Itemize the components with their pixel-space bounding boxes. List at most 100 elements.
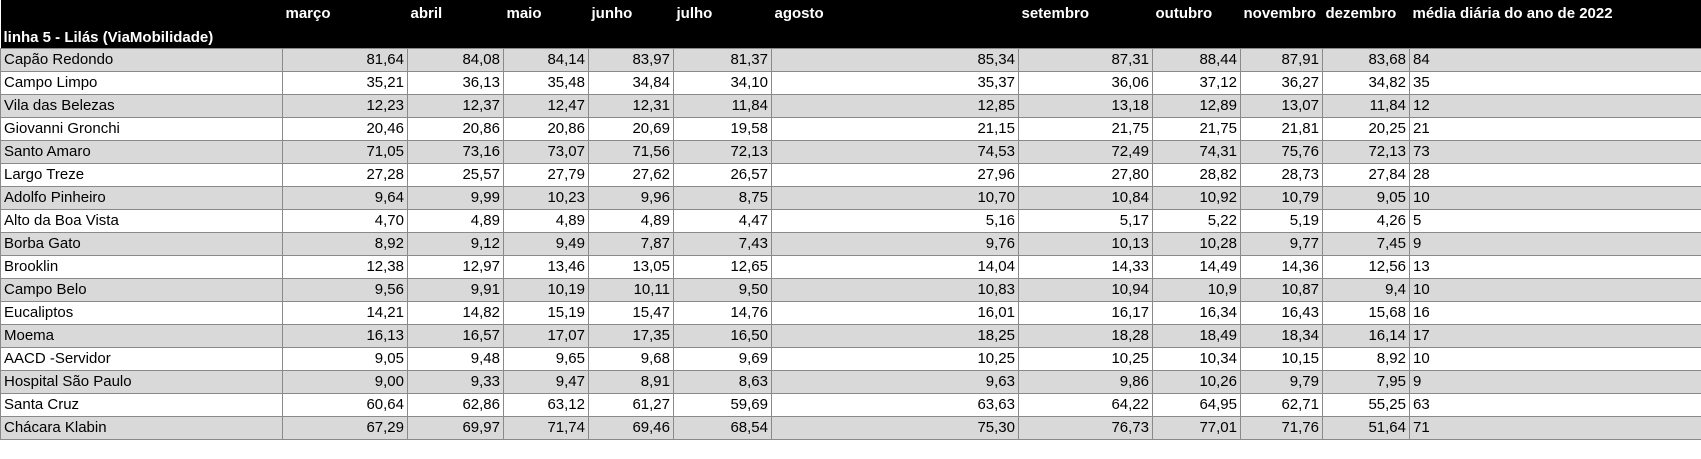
value-cell-abril[interactable]: 16,57 (407, 323, 504, 348)
value-cell-setembro[interactable]: 76,73 (1018, 415, 1153, 440)
value-cell-junho[interactable]: 10,11 (588, 277, 674, 302)
value-cell-outubro[interactable]: 88,44 (1152, 47, 1241, 72)
value-cell-dezembro[interactable]: 27,84 (1322, 162, 1410, 187)
value-cell-maio[interactable]: 15,19 (503, 300, 589, 325)
value-cell-abril[interactable]: 12,97 (407, 254, 504, 279)
value-cell-julho[interactable]: 81,37 (673, 47, 772, 72)
value-cell-novembro[interactable]: 5,19 (1240, 208, 1323, 233)
value-cell-outubro[interactable]: 5,22 (1152, 208, 1241, 233)
value-cell-novembro[interactable]: 10,15 (1240, 346, 1323, 371)
value-cell-julho[interactable]: 26,57 (673, 162, 772, 187)
value-cell-setembro[interactable]: 10,94 (1018, 277, 1153, 302)
value-cell-março[interactable]: 9,56 (282, 277, 408, 302)
value-cell-março[interactable]: 67,29 (282, 415, 408, 440)
value-cell-agosto[interactable]: 85,34 (771, 47, 1019, 72)
value-cell-junho[interactable]: 27,62 (588, 162, 674, 187)
value-cell-agosto[interactable]: 9,63 (771, 369, 1019, 394)
value-cell-abril[interactable]: 69,97 (407, 415, 504, 440)
value-cell-setembro[interactable]: 13,18 (1018, 93, 1153, 118)
value-cell-dezembro[interactable]: 16,14 (1322, 323, 1410, 348)
station-name-cell[interactable]: Campo Belo (0, 277, 283, 302)
station-name-cell[interactable]: Santo Amaro (0, 139, 283, 164)
station-name-cell[interactable]: Hospital São Paulo (0, 369, 283, 394)
value-cell-novembro[interactable]: 28,73 (1240, 162, 1323, 187)
value-cell-maio[interactable]: 9,49 (503, 231, 589, 256)
value-cell-abril[interactable]: 9,91 (407, 277, 504, 302)
value-cell-dezembro[interactable]: 4,26 (1322, 208, 1410, 233)
value-cell-dezembro[interactable]: 12,56 (1322, 254, 1410, 279)
value-cell-outubro[interactable]: 77,01 (1152, 415, 1241, 440)
annual-average-cell[interactable]: 17 (1409, 323, 1701, 348)
annual-average-cell[interactable]: 28 (1409, 162, 1701, 187)
value-cell-dezembro[interactable]: 7,95 (1322, 369, 1410, 394)
value-cell-dezembro[interactable]: 11,84 (1322, 93, 1410, 118)
station-name-cell[interactable]: Adolfo Pinheiro (0, 185, 283, 210)
value-cell-junho[interactable]: 71,56 (588, 139, 674, 164)
value-cell-agosto[interactable]: 14,04 (771, 254, 1019, 279)
value-cell-abril[interactable]: 9,48 (407, 346, 504, 371)
value-cell-agosto[interactable]: 10,83 (771, 277, 1019, 302)
annual-average-cell[interactable]: 35 (1409, 70, 1701, 95)
value-cell-maio[interactable]: 63,12 (503, 392, 589, 417)
value-cell-maio[interactable]: 73,07 (503, 139, 589, 164)
value-cell-junho[interactable]: 4,89 (588, 208, 674, 233)
value-cell-dezembro[interactable]: 51,64 (1322, 415, 1410, 440)
value-cell-outubro[interactable]: 10,34 (1152, 346, 1241, 371)
value-cell-julho[interactable]: 4,47 (673, 208, 772, 233)
annual-average-cell[interactable]: 84 (1409, 47, 1701, 72)
station-name-cell[interactable]: AACD -Servidor (0, 346, 283, 371)
annual-average-cell[interactable]: 10 (1409, 185, 1701, 210)
value-cell-maio[interactable]: 9,47 (503, 369, 589, 394)
value-cell-novembro[interactable]: 9,77 (1240, 231, 1323, 256)
value-cell-junho[interactable]: 69,46 (588, 415, 674, 440)
value-cell-agosto[interactable]: 5,16 (771, 208, 1019, 233)
value-cell-junho[interactable]: 83,97 (588, 47, 674, 72)
value-cell-março[interactable]: 16,13 (282, 323, 408, 348)
value-cell-dezembro[interactable]: 15,68 (1322, 300, 1410, 325)
value-cell-julho[interactable]: 9,69 (673, 346, 772, 371)
value-cell-agosto[interactable]: 74,53 (771, 139, 1019, 164)
value-cell-novembro[interactable]: 14,36 (1240, 254, 1323, 279)
station-name-cell[interactable]: Capão Redondo (0, 47, 283, 72)
annual-average-cell[interactable]: 9 (1409, 231, 1701, 256)
value-cell-agosto[interactable]: 35,37 (771, 70, 1019, 95)
value-cell-novembro[interactable]: 36,27 (1240, 70, 1323, 95)
value-cell-junho[interactable]: 12,31 (588, 93, 674, 118)
value-cell-junho[interactable]: 9,68 (588, 346, 674, 371)
station-name-cell[interactable]: Borba Gato (0, 231, 283, 256)
value-cell-julho[interactable]: 19,58 (673, 116, 772, 141)
value-cell-setembro[interactable]: 21,75 (1018, 116, 1153, 141)
value-cell-abril[interactable]: 25,57 (407, 162, 504, 187)
value-cell-setembro[interactable]: 64,22 (1018, 392, 1153, 417)
value-cell-outubro[interactable]: 74,31 (1152, 139, 1241, 164)
value-cell-setembro[interactable]: 10,13 (1018, 231, 1153, 256)
value-cell-dezembro[interactable]: 20,25 (1322, 116, 1410, 141)
value-cell-junho[interactable]: 20,69 (588, 116, 674, 141)
value-cell-setembro[interactable]: 14,33 (1018, 254, 1153, 279)
value-cell-junho[interactable]: 9,96 (588, 185, 674, 210)
annual-average-cell[interactable]: 73 (1409, 139, 1701, 164)
value-cell-maio[interactable]: 4,89 (503, 208, 589, 233)
value-cell-novembro[interactable]: 10,87 (1240, 277, 1323, 302)
station-name-cell[interactable]: Chácara Klabin (0, 415, 283, 440)
value-cell-julho[interactable]: 59,69 (673, 392, 772, 417)
station-name-cell[interactable]: Eucaliptos (0, 300, 283, 325)
value-cell-maio[interactable]: 13,46 (503, 254, 589, 279)
value-cell-novembro[interactable]: 21,81 (1240, 116, 1323, 141)
value-cell-março[interactable]: 9,05 (282, 346, 408, 371)
annual-average-cell[interactable]: 10 (1409, 277, 1701, 302)
value-cell-junho[interactable]: 8,91 (588, 369, 674, 394)
annual-average-cell[interactable]: 10 (1409, 346, 1701, 371)
value-cell-novembro[interactable]: 18,34 (1240, 323, 1323, 348)
value-cell-junho[interactable]: 15,47 (588, 300, 674, 325)
station-name-cell[interactable]: Moema (0, 323, 283, 348)
value-cell-abril[interactable]: 9,12 (407, 231, 504, 256)
value-cell-outubro[interactable]: 14,49 (1152, 254, 1241, 279)
station-name-cell[interactable]: Santa Cruz (0, 392, 283, 417)
value-cell-dezembro[interactable]: 8,92 (1322, 346, 1410, 371)
value-cell-novembro[interactable]: 71,76 (1240, 415, 1323, 440)
value-cell-outubro[interactable]: 18,49 (1152, 323, 1241, 348)
annual-average-cell[interactable]: 16 (1409, 300, 1701, 325)
value-cell-outubro[interactable]: 12,89 (1152, 93, 1241, 118)
value-cell-maio[interactable]: 17,07 (503, 323, 589, 348)
